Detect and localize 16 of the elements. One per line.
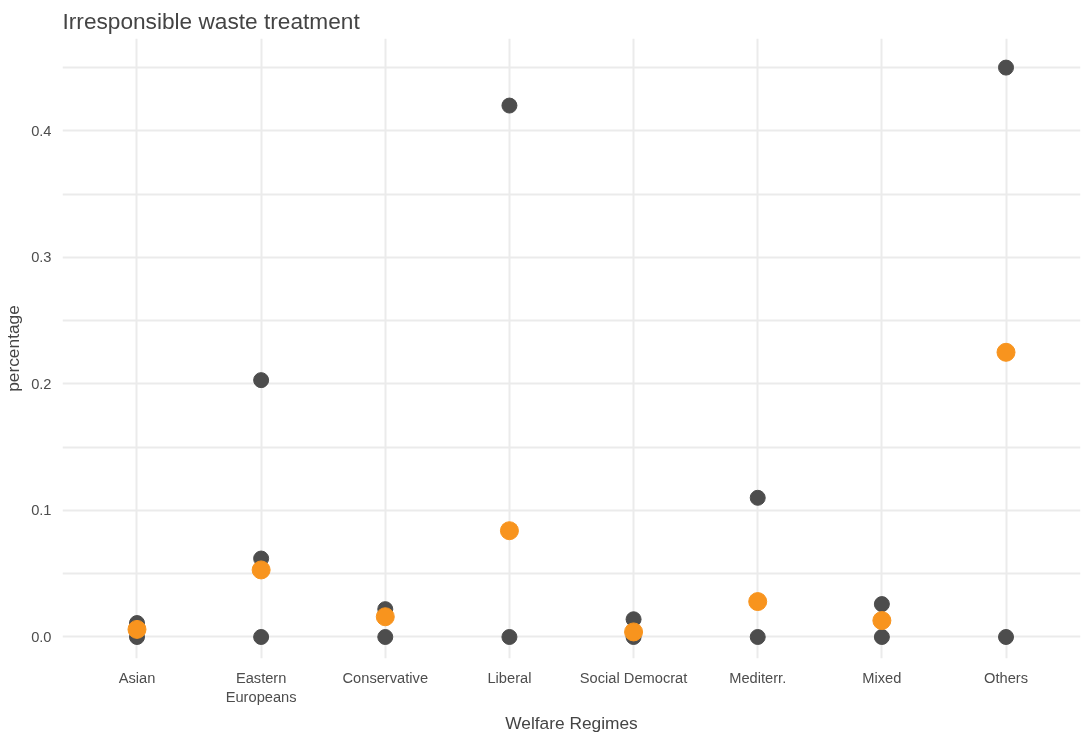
y-tick-label: 0.4	[31, 122, 52, 139]
chart-title: Irresponsible waste treatment	[62, 7, 361, 34]
y-tick-label: 0.2	[31, 375, 52, 392]
y-tick-label: 0.0	[31, 628, 52, 645]
x-tick-label: Mixed	[862, 669, 902, 686]
y-tick-label: 0.1	[31, 502, 52, 519]
y-tick-label: 0.3	[31, 249, 52, 266]
x-tick-label: Liberal	[487, 669, 532, 686]
x-axis-title: Welfare Regimes	[505, 712, 639, 733]
x-tick-label: Eastern Europeans	[225, 669, 297, 705]
x-tick-label: Mediterr.	[729, 669, 787, 686]
x-tick-label: Social Democrat	[579, 669, 688, 686]
x-tick-label: Asian	[118, 669, 156, 686]
x-tick-label: Conservative	[342, 669, 429, 686]
y-axis-title: percentage	[3, 305, 24, 392]
x-tick-label: Others	[984, 669, 1029, 686]
